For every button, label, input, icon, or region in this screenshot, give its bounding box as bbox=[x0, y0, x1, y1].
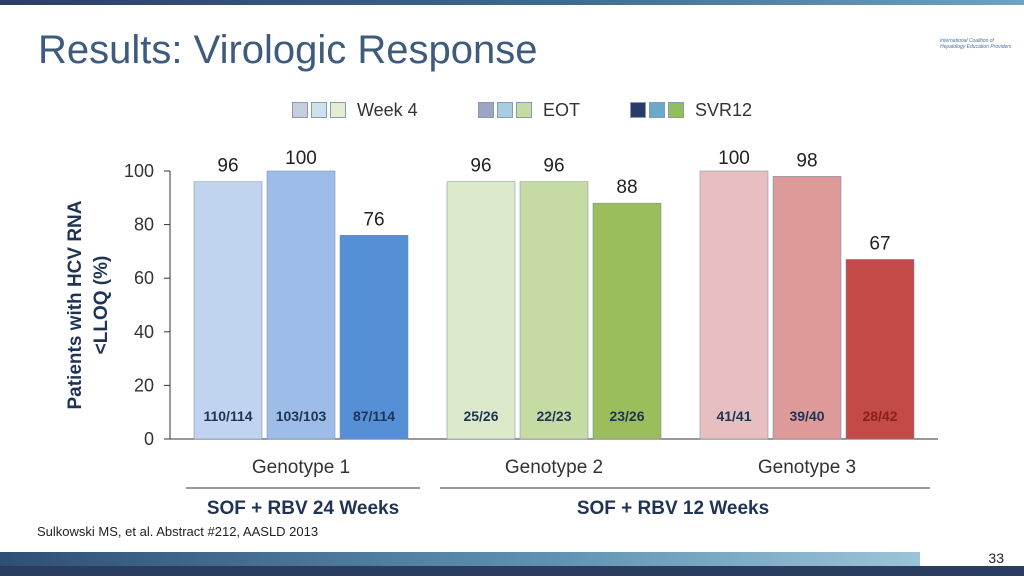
group-label: SOF + RBV 24 Weeks bbox=[207, 498, 399, 519]
legend-swatch bbox=[311, 102, 327, 118]
x-category-label: Genotype 1 bbox=[252, 457, 350, 478]
bar bbox=[772, 176, 842, 440]
chart-legend: Week 4 EOT SVR12 bbox=[292, 98, 812, 122]
bar bbox=[592, 202, 662, 440]
legend-swatch bbox=[649, 102, 665, 118]
bar bbox=[446, 181, 516, 440]
bar-count-label: 28/42 bbox=[862, 408, 897, 424]
legend-item-eot: EOT bbox=[478, 98, 580, 122]
legend-label: Week 4 bbox=[357, 99, 418, 120]
x-category-label: Genotype 2 bbox=[505, 457, 603, 478]
bottom-base-bar bbox=[0, 566, 1024, 576]
legend-swatch bbox=[516, 102, 532, 118]
y-tick-label: 40 bbox=[134, 322, 154, 342]
legend-swatch bbox=[330, 102, 346, 118]
bar bbox=[339, 235, 409, 440]
bar bbox=[845, 259, 915, 440]
slide-title: Results: Virologic Response bbox=[38, 28, 538, 72]
bar-value-label: 100 bbox=[285, 148, 317, 169]
legend-item-week4: Week 4 bbox=[292, 98, 418, 122]
bar-value-label: 96 bbox=[543, 156, 564, 177]
y-tick-label: 0 bbox=[144, 429, 154, 449]
bar-count-label: 39/40 bbox=[789, 408, 824, 424]
bar-count-label: 23/26 bbox=[609, 408, 644, 424]
bar-count-label: 25/26 bbox=[463, 408, 498, 424]
bar-value-label: 96 bbox=[470, 156, 491, 177]
bar bbox=[519, 181, 589, 440]
bar-value-label: 76 bbox=[363, 209, 384, 230]
y-tick-label: 100 bbox=[124, 161, 154, 181]
bar-count-label: 41/41 bbox=[716, 408, 751, 424]
bottom-accent-bar bbox=[0, 552, 920, 566]
legend-swatch bbox=[497, 102, 513, 118]
bar bbox=[699, 170, 769, 440]
top-accent-bar bbox=[0, 0, 1024, 5]
page-number: 33 bbox=[988, 550, 1004, 566]
group-label: SOF + RBV 12 Weeks bbox=[577, 498, 769, 519]
y-tick-label: 80 bbox=[134, 215, 154, 235]
bar bbox=[193, 181, 263, 440]
bar bbox=[266, 170, 336, 440]
y-tick-label: 60 bbox=[134, 268, 154, 288]
bar-count-label: 103/103 bbox=[276, 408, 327, 424]
y-tick-label: 20 bbox=[134, 375, 154, 395]
bar-count-label: 22/23 bbox=[536, 408, 571, 424]
organization-logo: International Coalition of Hepatology Ed… bbox=[940, 38, 1012, 50]
bar-value-label: 96 bbox=[217, 156, 238, 177]
y-axis-title: <LLOQ (%) bbox=[91, 256, 112, 355]
bar-count-label: 87/114 bbox=[353, 408, 395, 424]
legend-swatch bbox=[292, 102, 308, 118]
bar-value-label: 88 bbox=[616, 177, 637, 198]
citation: Sulkowski MS, et al. Abstract #212, AASL… bbox=[37, 524, 319, 539]
bar-value-label: 98 bbox=[796, 150, 817, 171]
legend-label: SVR12 bbox=[695, 99, 753, 120]
legend-item-svr12: SVR12 bbox=[630, 98, 752, 122]
x-category-label: Genotype 3 bbox=[758, 457, 856, 478]
legend-swatch bbox=[630, 102, 646, 118]
y-axis-title: Patients with HCV RNA bbox=[65, 200, 86, 409]
legend-swatch bbox=[668, 102, 684, 118]
bar-value-label: 67 bbox=[869, 233, 890, 254]
legend-label: EOT bbox=[543, 99, 581, 120]
bar-value-label: 100 bbox=[718, 148, 750, 169]
bar-count-label: 110/114 bbox=[203, 408, 252, 424]
legend-swatch bbox=[478, 102, 494, 118]
